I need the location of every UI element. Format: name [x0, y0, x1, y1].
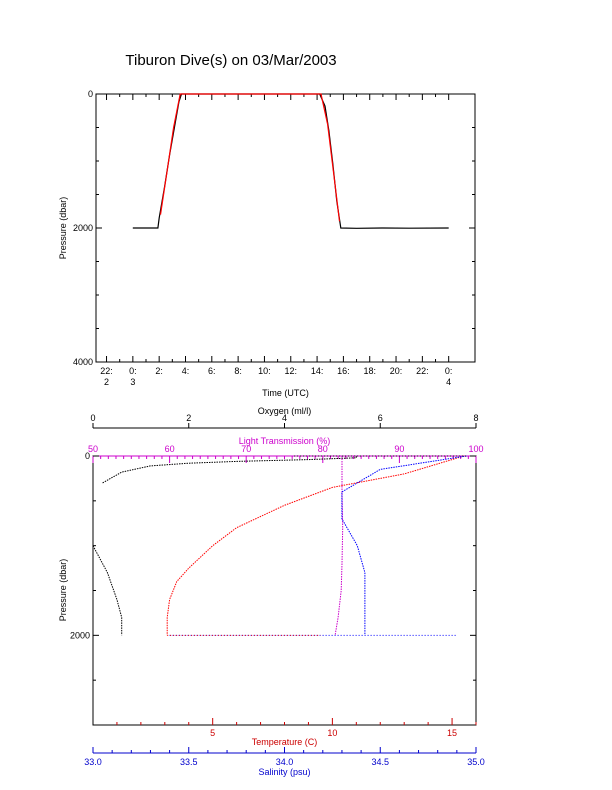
- chart-title: Tiburon Dive(s) on 03/Mar/2003: [125, 52, 336, 69]
- light-profile-line: [334, 456, 344, 636]
- salinity-tick-label: 33.0: [84, 757, 102, 767]
- oxygen-tick-label: 4: [282, 413, 287, 423]
- salinity-profile-line: [341, 455, 467, 636]
- x-tick-label: 18:: [363, 366, 376, 376]
- y-tick-label: 0: [88, 89, 93, 99]
- salinity-tick-label: 33.5: [180, 757, 198, 767]
- x-tick-label-day: 3: [130, 377, 135, 387]
- temperature-tick-label: 15: [447, 728, 457, 738]
- light-tick-label: 90: [394, 444, 404, 454]
- oxygen-tick-label: 8: [473, 413, 478, 423]
- temperature-profile-line: [166, 455, 465, 636]
- salinity-tick-label: 35.0: [467, 757, 485, 767]
- salinity-tick-label: 34.0: [276, 757, 294, 767]
- plot-frame: [92, 455, 477, 726]
- x-tick-label: 10:: [258, 366, 271, 376]
- oxygen-axis-title: Oxygen (ml/l): [258, 406, 312, 416]
- y-tick-label: 0: [85, 451, 90, 461]
- y-axis-title: Pressure (dbar): [58, 559, 68, 622]
- temperature-axis-title: Temperature (C): [252, 737, 318, 747]
- light-tick-label: 60: [165, 444, 175, 454]
- x-tick-label-day: 4: [446, 377, 451, 387]
- x-tick-label: 14:: [311, 366, 324, 376]
- x-tick-label: 2:: [155, 366, 163, 376]
- x-tick-label: 0:: [129, 366, 137, 376]
- light-tick-label: 70: [241, 444, 251, 454]
- x-tick-label: 12:: [285, 366, 298, 376]
- light-tick-label: 100: [468, 444, 483, 454]
- x-tick-label: 6:: [208, 366, 216, 376]
- pressure-series-line: [132, 93, 449, 229]
- x-tick-label: 16:: [337, 366, 350, 376]
- y-tick-label: 2000: [73, 223, 93, 233]
- x-tick-label: 4:: [182, 366, 190, 376]
- salinity-tick-label: 34.5: [371, 757, 389, 767]
- x-tick-label-day: 2: [104, 377, 109, 387]
- oxygen-profile-line: [102, 456, 357, 484]
- oxygen-tick-label: 6: [378, 413, 383, 423]
- temperature-tick-label: 10: [327, 728, 337, 738]
- y-tick-label: 4000: [73, 357, 93, 367]
- oxygen-tick-label: 2: [186, 413, 191, 423]
- x-tick-label: 20:: [390, 366, 403, 376]
- light-tick-label: 50: [88, 444, 98, 454]
- oxygen-profile-line: [92, 545, 123, 636]
- x-axis-title: Time (UTC): [262, 388, 309, 398]
- y-tick-label: 2000: [70, 630, 90, 640]
- y-axis-title: Pressure (dbar): [58, 197, 68, 260]
- light-tick-label: 80: [318, 444, 328, 454]
- oxygen-tick-label: 0: [90, 413, 95, 423]
- temperature-tick-label: 5: [210, 728, 215, 738]
- x-tick-label: 22:: [100, 366, 113, 376]
- x-tick-label: 8:: [234, 366, 242, 376]
- salinity-axis-title: Salinity (psu): [258, 767, 310, 777]
- light-axis-title: Light Transmission (%): [239, 436, 331, 446]
- x-tick-label: 0:: [445, 366, 453, 376]
- pressure-series-line: [159, 93, 341, 222]
- x-tick-label: 22:: [416, 366, 429, 376]
